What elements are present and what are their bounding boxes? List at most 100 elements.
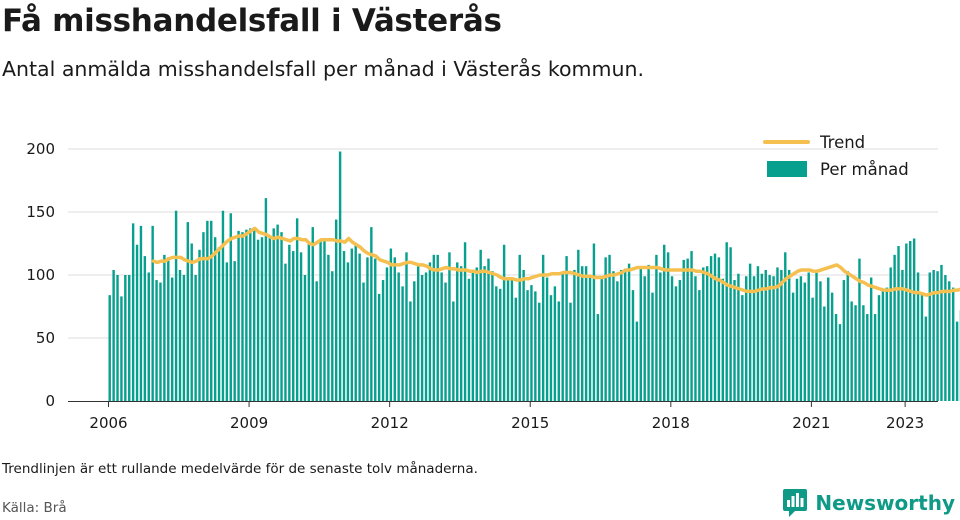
- bar: [182, 275, 186, 401]
- bar: [604, 257, 607, 401]
- bar: [131, 223, 135, 401]
- bar: [303, 275, 307, 401]
- legend: Trend Per månad: [763, 133, 909, 179]
- bar: [682, 259, 685, 401]
- source-label: Källa: Brå: [2, 500, 67, 516]
- bar: [139, 225, 143, 401]
- bar: [538, 302, 541, 401]
- bar: [745, 276, 748, 401]
- bar: [866, 314, 869, 401]
- y-tick-label: 200: [26, 140, 55, 158]
- bar: [424, 272, 428, 401]
- bar: [729, 247, 732, 401]
- bar: [413, 281, 416, 401]
- bar: [643, 276, 646, 401]
- bar: [268, 237, 272, 401]
- bar: [811, 297, 814, 401]
- bar: [616, 281, 619, 401]
- bar: [608, 254, 611, 401]
- bar: [467, 278, 471, 401]
- bar: [799, 276, 803, 401]
- bar: [315, 281, 318, 401]
- bar: [334, 219, 338, 401]
- bar: [877, 295, 881, 401]
- bar: [639, 267, 642, 401]
- bar: [709, 256, 713, 401]
- y-tick-label: 50: [36, 329, 55, 347]
- bar: [717, 257, 721, 401]
- y-tick-label: 100: [26, 266, 55, 284]
- bar: [479, 249, 482, 401]
- bar: [659, 272, 662, 401]
- bar: [128, 275, 131, 401]
- bar: [284, 263, 287, 401]
- bar: [217, 247, 221, 401]
- bar: [912, 238, 916, 401]
- bar: [319, 239, 322, 401]
- bar: [370, 227, 373, 401]
- bar: [338, 151, 342, 401]
- bar: [584, 266, 588, 401]
- brand-name: Newsworthy: [815, 491, 955, 515]
- x-axis-ticks: 2006 2009 2012 2015 2018 2021 2023: [89, 401, 924, 432]
- bar: [151, 225, 154, 401]
- bar: [690, 251, 693, 401]
- bar: [702, 267, 705, 401]
- bar: [737, 273, 740, 401]
- bar: [647, 264, 650, 401]
- bar: [233, 261, 236, 401]
- bar: [823, 306, 826, 401]
- bar: [346, 262, 350, 401]
- bar: [830, 292, 834, 401]
- bar: [791, 292, 795, 401]
- bar: [428, 262, 432, 401]
- bar: [510, 280, 514, 401]
- bar: [948, 281, 951, 401]
- bar: [612, 271, 615, 401]
- bar: [748, 263, 752, 401]
- x-tick-label: 2015: [511, 414, 549, 432]
- bar: [932, 269, 935, 401]
- bar: [276, 224, 279, 401]
- bar: [897, 246, 900, 401]
- bar: [936, 271, 939, 401]
- bar: [631, 290, 635, 401]
- bar: [909, 240, 912, 401]
- bar: [405, 252, 408, 401]
- bar: [803, 282, 807, 401]
- bar: [202, 232, 205, 401]
- bar: [342, 251, 346, 401]
- bar: [694, 276, 697, 401]
- bar: [366, 257, 369, 401]
- bar: [627, 263, 631, 401]
- bar: [565, 256, 568, 401]
- x-tick-label: 2021: [792, 414, 830, 432]
- bar: [417, 266, 420, 401]
- y-tick-label: 0: [45, 392, 55, 410]
- bar: [741, 295, 744, 401]
- bar: [901, 269, 904, 401]
- bar: [733, 280, 736, 401]
- bar: [885, 287, 889, 401]
- bar: [432, 254, 436, 401]
- bar: [178, 269, 182, 401]
- bar: [795, 278, 799, 401]
- bar: [893, 254, 896, 401]
- bar: [475, 267, 478, 401]
- bar: [393, 257, 396, 401]
- bar: [377, 293, 381, 401]
- brand: Newsworthy: [782, 488, 955, 518]
- bar: [198, 249, 201, 401]
- bar: [862, 305, 865, 401]
- bar: [323, 238, 326, 401]
- bar: [381, 280, 385, 401]
- bar: [663, 244, 666, 401]
- bar: [354, 244, 357, 401]
- bar: [186, 222, 190, 401]
- x-tick-label: 2006: [89, 414, 127, 432]
- bar: [229, 213, 232, 401]
- bar: [350, 248, 354, 401]
- bar: [940, 264, 943, 401]
- bar: [705, 266, 709, 401]
- bar: [530, 285, 533, 401]
